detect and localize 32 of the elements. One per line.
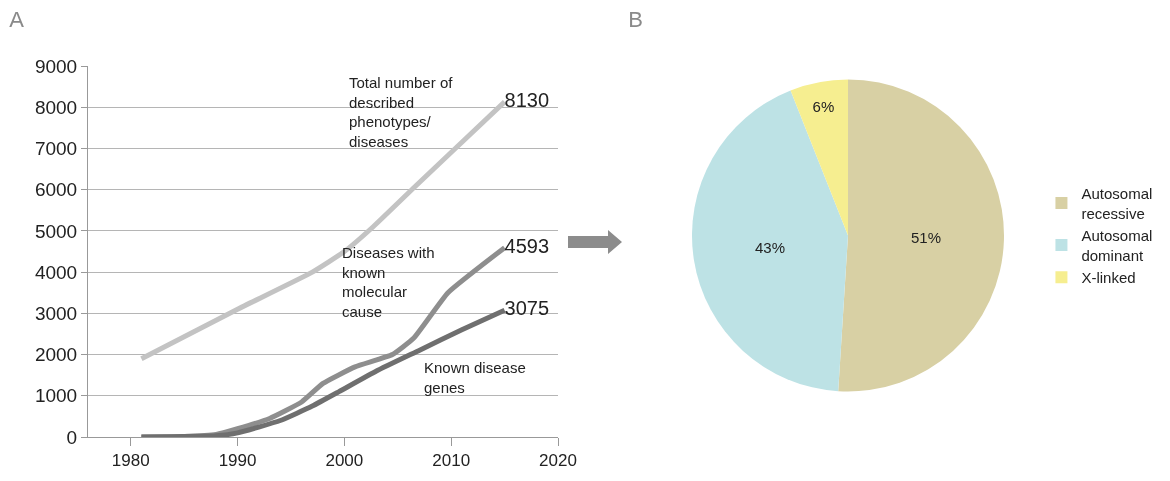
series-label: Total number of described phenotypes/ diseases	[349, 74, 454, 150]
y-tick-label: 0	[66, 426, 78, 448]
y-tick-label: 6000	[34, 179, 78, 201]
data-label: 51%	[910, 229, 941, 247]
chart-title: B	[628, 7, 643, 33]
data-label: 8130	[504, 88, 550, 111]
y-tick-label: 3000	[34, 302, 78, 324]
y-tick-label: 2000	[34, 344, 78, 366]
y-tick-label: 7000	[34, 138, 78, 160]
x-tick-label: 2020	[539, 451, 577, 471]
pie-slice	[692, 90, 848, 392]
data-label: 43%	[755, 239, 786, 257]
legend-label: Autosomal dominant	[1081, 227, 1153, 264]
y-tick-label: 9000	[34, 55, 78, 77]
y-tick-label: 8000	[34, 96, 78, 118]
legend-label: Autosomal recessive	[1081, 185, 1153, 222]
x-tick-label: 1990	[218, 451, 257, 471]
y-tick-label: 1000	[34, 385, 78, 407]
y-tick-label: 4000	[34, 261, 78, 283]
chart-title: A	[9, 7, 25, 33]
series-label: Diseases with known molecular cause	[342, 244, 435, 320]
y-tick-label: 5000	[34, 220, 78, 242]
pie-slice	[790, 79, 848, 236]
data-label: 4593	[504, 234, 550, 257]
x-tick-label: 1980	[111, 451, 150, 471]
legend-label: X-linked	[1081, 269, 1136, 287]
pie-slice	[838, 79, 1004, 392]
x-tick-label: 2010	[432, 451, 471, 471]
data-label: 6%	[812, 97, 835, 115]
x-tick-label: 2000	[325, 451, 364, 471]
data-label: 3075	[504, 297, 550, 320]
series-label: Known disease genes	[424, 359, 526, 396]
